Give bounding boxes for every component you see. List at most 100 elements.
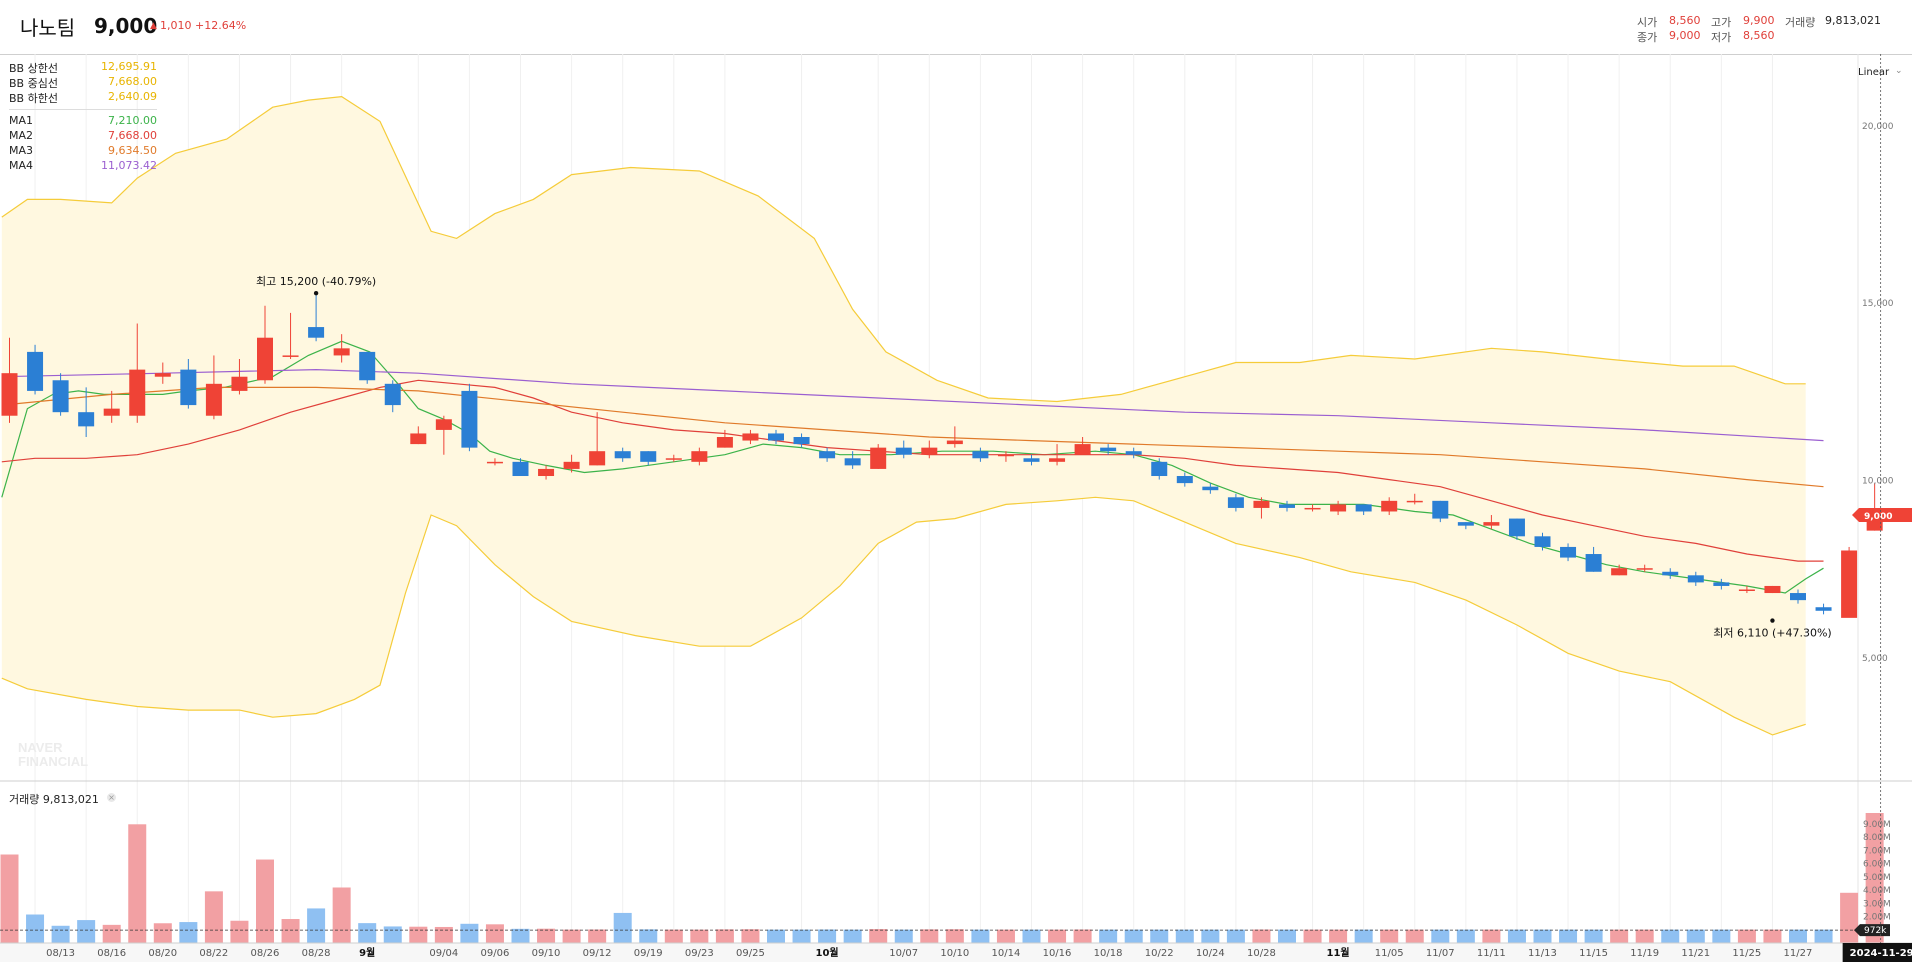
stock-header: 나노팀 9,000 ▲ 1,010 +12.64% 시가 8,560 고가 9,…: [0, 0, 1912, 55]
volume-bar: [1686, 929, 1705, 943]
volume-bar: [1278, 929, 1296, 943]
candle-body: [1738, 589, 1755, 591]
x-tick-label: 09/04: [429, 948, 458, 959]
candle-body: [1279, 504, 1295, 508]
volume-bar: [1175, 929, 1194, 943]
ma3-line: [1, 386, 1824, 488]
bb_lower-line: [1, 496, 1806, 736]
watermark-logo: NAVER: [18, 740, 63, 755]
candle-body: [691, 451, 708, 462]
legend-ma1: MA1 7,210.00: [9, 114, 157, 127]
legend-divider: [9, 109, 157, 110]
volume-bar: [434, 926, 453, 943]
candle-body: [435, 419, 452, 430]
candle-body: [282, 355, 299, 357]
x-tick-label: 11/11: [1477, 948, 1506, 959]
volume-bar: [1099, 929, 1118, 943]
volume-tick-label: 2.00M: [1863, 913, 1891, 923]
chevron-down-icon[interactable]: ⌄: [1895, 66, 1903, 76]
scale-mode-button[interactable]: Linear: [1858, 67, 1890, 78]
volume-average-label: 972k: [1864, 926, 1887, 936]
candle-body: [205, 383, 222, 416]
volume-tick-label: 6.00M: [1863, 860, 1891, 870]
x-tick-label: 11/13: [1528, 948, 1557, 959]
volume-bar: [639, 929, 658, 943]
candle-body: [1176, 476, 1193, 484]
candle-body: [563, 461, 580, 469]
volume-bar: [1354, 929, 1373, 943]
volume-bar: [588, 929, 607, 943]
volume-value: 9,813,021: [1825, 14, 1881, 27]
candle-body: [972, 451, 989, 459]
volume-bar: [1226, 929, 1245, 943]
x-tick-label: 11/05: [1375, 948, 1404, 959]
candle-body: [1023, 458, 1040, 462]
volume-bar: [153, 923, 172, 943]
watermark-logo: FINANCIAL: [18, 754, 88, 769]
close-icon[interactable]: ×: [107, 793, 116, 802]
stock-name[interactable]: 나노팀: [20, 16, 76, 40]
candle-body: [359, 351, 376, 381]
candle-body: [1074, 444, 1091, 455]
ma4-line: [1, 368, 1824, 442]
volume-bar: [409, 926, 428, 943]
volume-bar: [1456, 929, 1475, 943]
volume-bar: [1507, 929, 1526, 943]
candle-body: [742, 433, 759, 441]
candle-body: [103, 408, 120, 416]
volume-bar: [332, 887, 351, 943]
volume-bar: [843, 929, 862, 943]
volume-bar: [1610, 929, 1629, 943]
x-tick-label: 10/10: [940, 948, 969, 959]
x-tick-label: 11/15: [1579, 948, 1608, 959]
close-value: 9,000: [1669, 29, 1701, 42]
open-value: 8,560: [1669, 14, 1701, 27]
volume-bar: [204, 891, 223, 943]
candle-body: [768, 433, 784, 441]
high-label: 고가: [1711, 16, 1732, 29]
volume-bar: [26, 914, 45, 943]
x-tick-label: 09/06: [480, 948, 509, 959]
volume-bar: [460, 923, 479, 943]
candle-body: [844, 458, 861, 466]
candle-body: [614, 451, 631, 459]
y-tick-label: 5,000: [1862, 654, 1888, 664]
volume-bar: [971, 929, 990, 943]
volume-bar: [1865, 813, 1884, 943]
candle-body: [1457, 522, 1474, 526]
volume-bar: [818, 929, 837, 943]
candle-body: [1611, 568, 1628, 576]
volume-bar: [1048, 929, 1067, 943]
x-tick-label: 10월: [815, 947, 838, 959]
volume-bar: [715, 929, 734, 943]
current-price-tag: [1852, 508, 1912, 523]
x-tick-label: 11/19: [1630, 948, 1659, 959]
volume-bar: [511, 928, 530, 943]
x-tick-label: 10/18: [1094, 948, 1123, 959]
candle-body: [308, 327, 325, 338]
annotation-label: 최저 6,110 (+47.30%): [1713, 627, 1831, 640]
x-tick-label: 10/22: [1145, 948, 1174, 959]
candle-body: [410, 433, 427, 445]
candle-body: [665, 458, 682, 460]
bb_upper-line: [1, 95, 1806, 403]
candle-body: [716, 437, 733, 448]
candle-body: [895, 447, 912, 455]
candles: [1, 295, 1883, 618]
volume-panel-title: 거래량 9,813,021: [9, 793, 99, 806]
change-up-icon: ▲: [150, 21, 157, 31]
x-tick-label: 09/12: [583, 948, 612, 959]
bollinger-band-fill: [1, 96, 1806, 735]
candle-body: [1253, 500, 1270, 508]
volume-tick-label: 7.00M: [1863, 846, 1891, 856]
x-tick-label: 10/14: [991, 948, 1020, 959]
volume-bar: [1073, 929, 1092, 943]
legend-ma2: MA2 7,668.00: [9, 129, 157, 142]
candle-body: [1662, 571, 1679, 576]
volume-tick-label: 8.00M: [1863, 833, 1891, 843]
candle-body: [1508, 518, 1525, 537]
legend-bb-upper: BB 상한선 12,695.91: [9, 60, 157, 75]
legend-ma3: MA3 9,634.50: [9, 144, 157, 157]
volume-bar: [996, 929, 1015, 943]
